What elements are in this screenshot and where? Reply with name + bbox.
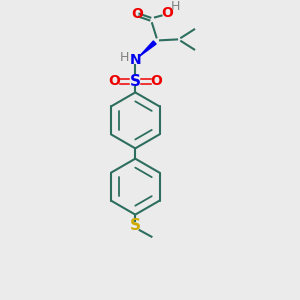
Text: O: O (131, 8, 143, 21)
Text: H: H (119, 51, 129, 64)
Text: S: S (130, 74, 141, 89)
Text: N: N (130, 53, 141, 67)
Text: S: S (130, 218, 141, 233)
Polygon shape (139, 41, 156, 56)
Text: O: O (161, 6, 173, 20)
Text: H: H (171, 0, 180, 13)
Text: O: O (108, 74, 120, 88)
Text: O: O (151, 74, 162, 88)
